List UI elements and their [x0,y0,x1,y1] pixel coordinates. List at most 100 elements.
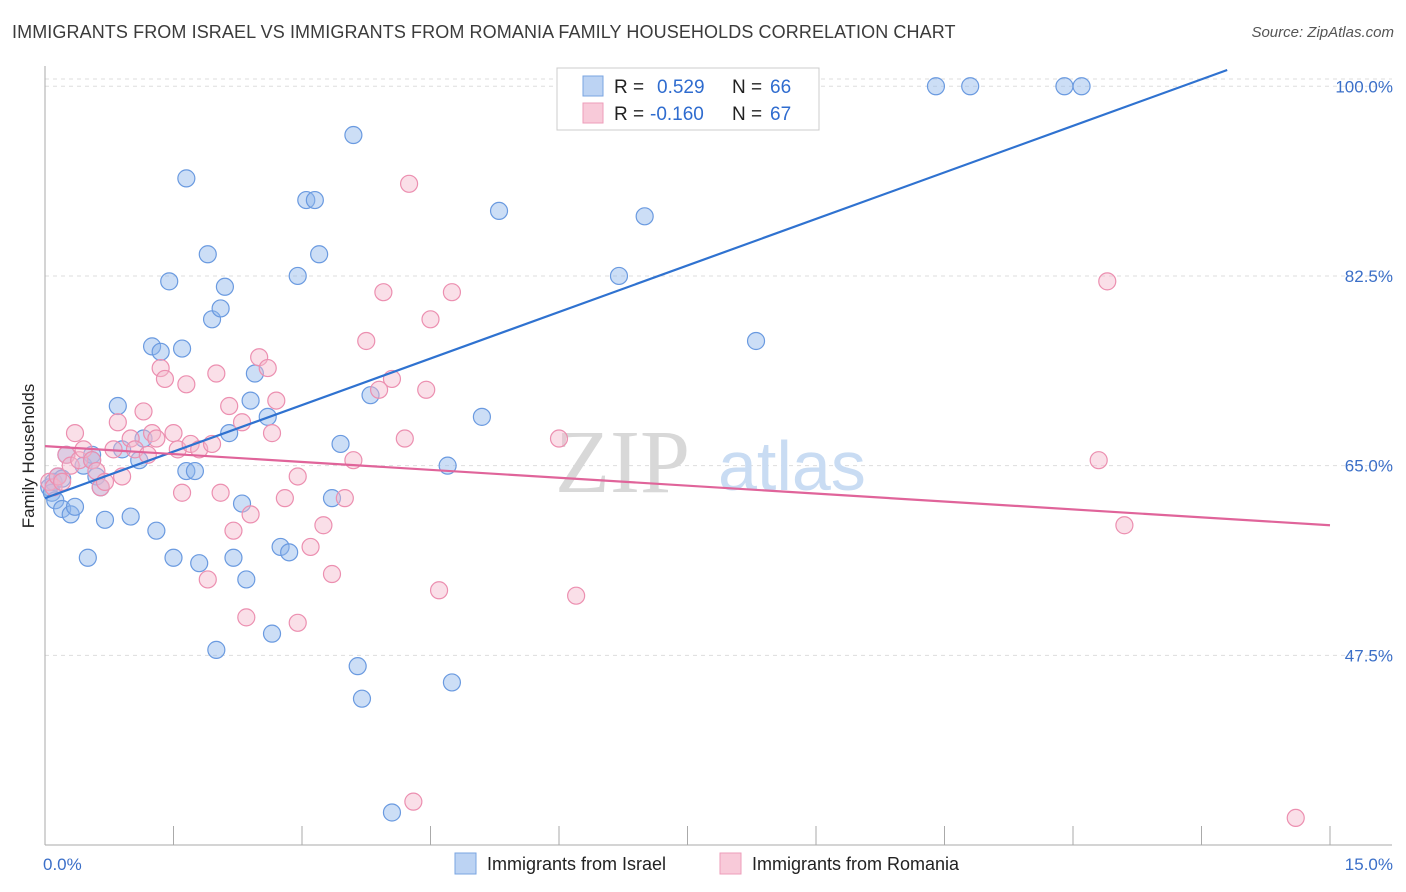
watermark: ZIP atlas [555,413,866,512]
correlation-legend: R = 0.529 N = 66 R = -0.160 N = 67 [556,67,820,131]
israel-point [160,272,179,291]
israel-point [237,570,256,589]
watermark-atlas: atlas [718,427,866,505]
israel-point [280,543,299,562]
legend-r-value-romania: -0.160 [650,104,704,125]
romania-point [211,483,230,502]
x-tick-label-max: 15.0% [1345,855,1393,874]
legend-r-label-israel: R = [614,77,644,98]
axes [44,66,1392,846]
israel-point [961,77,980,96]
legend-n-label-romania: N = [732,104,762,125]
israel-point [147,521,166,540]
israel-point [95,510,115,529]
romania-point [314,516,333,535]
romania-point [395,429,414,448]
israel-point [305,190,324,210]
israel-point [207,640,226,659]
romania-point [177,375,196,394]
legend-r-label-romania: R = [614,104,644,125]
trend-lines [44,68,1331,527]
y-tick-label: 100.0% [1335,77,1393,96]
romania-point [442,283,462,302]
israel-point [108,396,127,416]
israel-point [198,245,217,264]
source-label: Source: ZipAtlas.com [1251,24,1394,41]
romania-point [567,586,586,605]
israel-point [352,689,372,708]
romania-point [172,483,192,502]
romania-trend-line [44,445,1331,527]
israel-point [121,507,140,526]
israel-point [241,391,260,410]
israel-point [609,266,629,286]
israel-point [348,657,367,676]
romania-point [267,391,286,410]
series-legend-label-romania: Immigrants from Romania [752,854,960,874]
romania-point [301,537,320,557]
series-legend-swatch-israel [454,852,477,875]
israel-point [177,169,196,188]
romania-point [241,505,260,524]
romania-point [151,358,170,378]
series-legend-swatch-romania [719,852,742,875]
romania-point [288,613,307,632]
israel-point [1072,77,1091,96]
romania-point [1115,516,1134,535]
series-legend-label-israel: Immigrants from Israel [487,854,666,874]
romania-point [70,451,89,470]
israel-point [190,554,209,573]
legend-n-value-israel: 66 [770,77,791,98]
israel-point [310,245,329,264]
israel-point [331,434,350,454]
romania-point [357,331,376,351]
romania-point [220,396,239,416]
romania-point [421,310,440,329]
romania-point [164,424,183,443]
romania-point [258,358,277,378]
israel-point [271,537,290,557]
israel-point [746,331,766,351]
romania-point [335,489,354,508]
legend-n-label-israel: N = [732,77,762,98]
romania-point [288,467,307,486]
israel-trend-line [44,68,1228,500]
y-axis-title: Family Households [19,384,38,529]
romania-point [61,456,80,475]
israel-point [172,339,192,358]
series-legend: Immigrants from Israel Immigrants from R… [454,852,960,875]
israel-point [185,461,205,481]
israel-point [262,624,282,643]
legend-n-value-romania: 67 [770,104,791,125]
romania-point [399,174,419,193]
romania-point [108,413,127,432]
data-points [40,77,1305,828]
romania-point [181,434,200,454]
israel-point [211,299,230,318]
romania-point [83,451,102,470]
watermark-zip: ZIP [555,413,690,512]
y-tick-labels: 47.5% 65.0% 82.5% 100.0% [1335,77,1393,665]
romania-point [322,564,342,584]
israel-point [78,548,97,567]
romania-point [374,283,393,302]
romania-point [53,472,72,491]
israel-point [635,207,654,226]
y-tick-label: 65.0% [1345,457,1393,476]
legend-swatch-romania [582,102,604,124]
israel-point [322,489,342,508]
romania-point [1286,808,1305,828]
romania-point [1089,451,1108,470]
x-tick-label-min: 0.0% [43,855,82,874]
romania-point [224,521,243,540]
romania-point [404,792,423,811]
israel-point [65,497,85,516]
y-tick-label: 82.5% [1345,267,1393,286]
legend-r-value-israel: 0.529 [657,77,705,98]
romania-point [275,489,294,508]
chart-title: IMMIGRANTS FROM ISRAEL VS IMMIGRANTS FRO… [12,22,956,42]
israel-point [164,548,183,567]
romania-point [417,380,436,399]
romania-point [134,402,153,421]
